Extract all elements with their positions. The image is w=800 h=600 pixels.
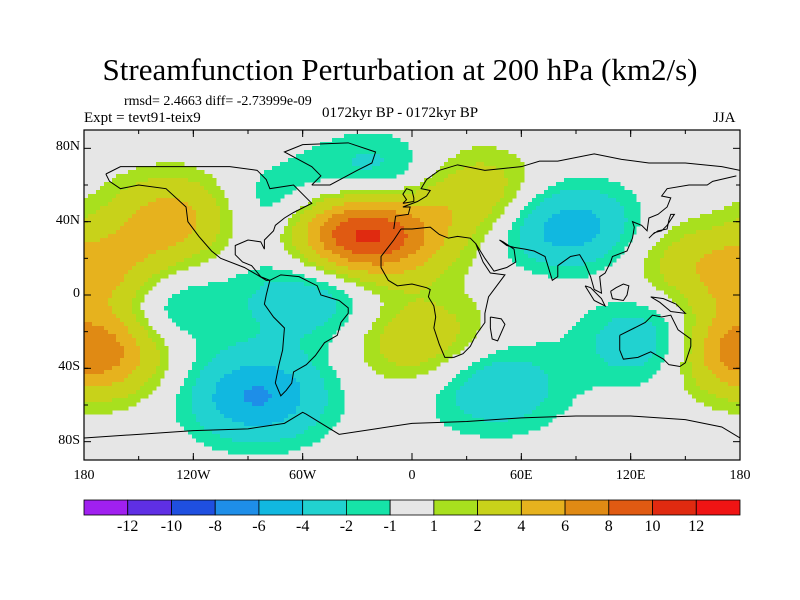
y-tick-label: 0 [73, 286, 80, 301]
colorbar-swatch [171, 499, 216, 516]
colorbar-swatch [214, 499, 260, 516]
colorbar-label: 1 [429, 518, 438, 535]
colorbar-swatch [608, 499, 653, 516]
colorbar-swatch [564, 499, 610, 516]
colorbar-label: 4 [517, 518, 526, 535]
right-label: JJA [713, 110, 736, 126]
stats-label: rmsd= 2.4663 diff= -2.73999e-09 [124, 94, 312, 109]
colorbar-label: 6 [561, 518, 570, 535]
colorbar-swatch [302, 499, 347, 516]
colorbar-label: -6 [252, 518, 266, 535]
x-tick-label: 120E [615, 468, 646, 483]
colorbar-label: 12 [688, 518, 705, 535]
colorbar-swatch [695, 499, 741, 516]
colorbar-label: -1 [383, 518, 397, 535]
center-label: 0172kyr BP - 0172kyr BP [322, 105, 479, 121]
y-tick-label: 40N [55, 212, 80, 228]
x-tick-label: 120W [176, 468, 211, 483]
colorbar-label: 2 [473, 518, 482, 535]
colorbar-swatch [520, 499, 566, 516]
colorbar-label: 10 [644, 518, 661, 535]
colorbar-label: -12 [117, 518, 139, 535]
colorbar-label: -2 [339, 518, 354, 535]
colorbar-swatch [83, 499, 129, 516]
x-tick-label: 0 [408, 468, 416, 483]
x-tick-label: 60W [289, 468, 317, 483]
x-tick-label: 180 [73, 468, 95, 483]
x-tick-label: 180 [729, 468, 751, 483]
colorbar-swatch [127, 499, 172, 516]
colorbar-swatch [433, 499, 479, 516]
chart-title: Streamfunction Perturbation at 200 hPa (… [102, 52, 698, 87]
y-tick-label: 80S [58, 432, 80, 448]
colorbar-swatch [477, 499, 522, 516]
colorbar-swatch [258, 499, 304, 516]
colorbar-swatch [389, 499, 435, 516]
y-tick-label: 40S [58, 359, 80, 375]
colorbar-label: -8 [208, 518, 222, 535]
colorbar-label: 8 [604, 518, 613, 535]
colorbar-label: -10 [160, 518, 183, 535]
left-label: Expt = tevt91-teix9 [84, 110, 201, 126]
y-tick-label: 80N [55, 139, 80, 155]
colorbar-swatch [652, 499, 697, 516]
x-tick-label: 60E [510, 468, 533, 483]
colorbar-swatch [345, 499, 391, 516]
colorbar-label: -4 [295, 518, 310, 535]
